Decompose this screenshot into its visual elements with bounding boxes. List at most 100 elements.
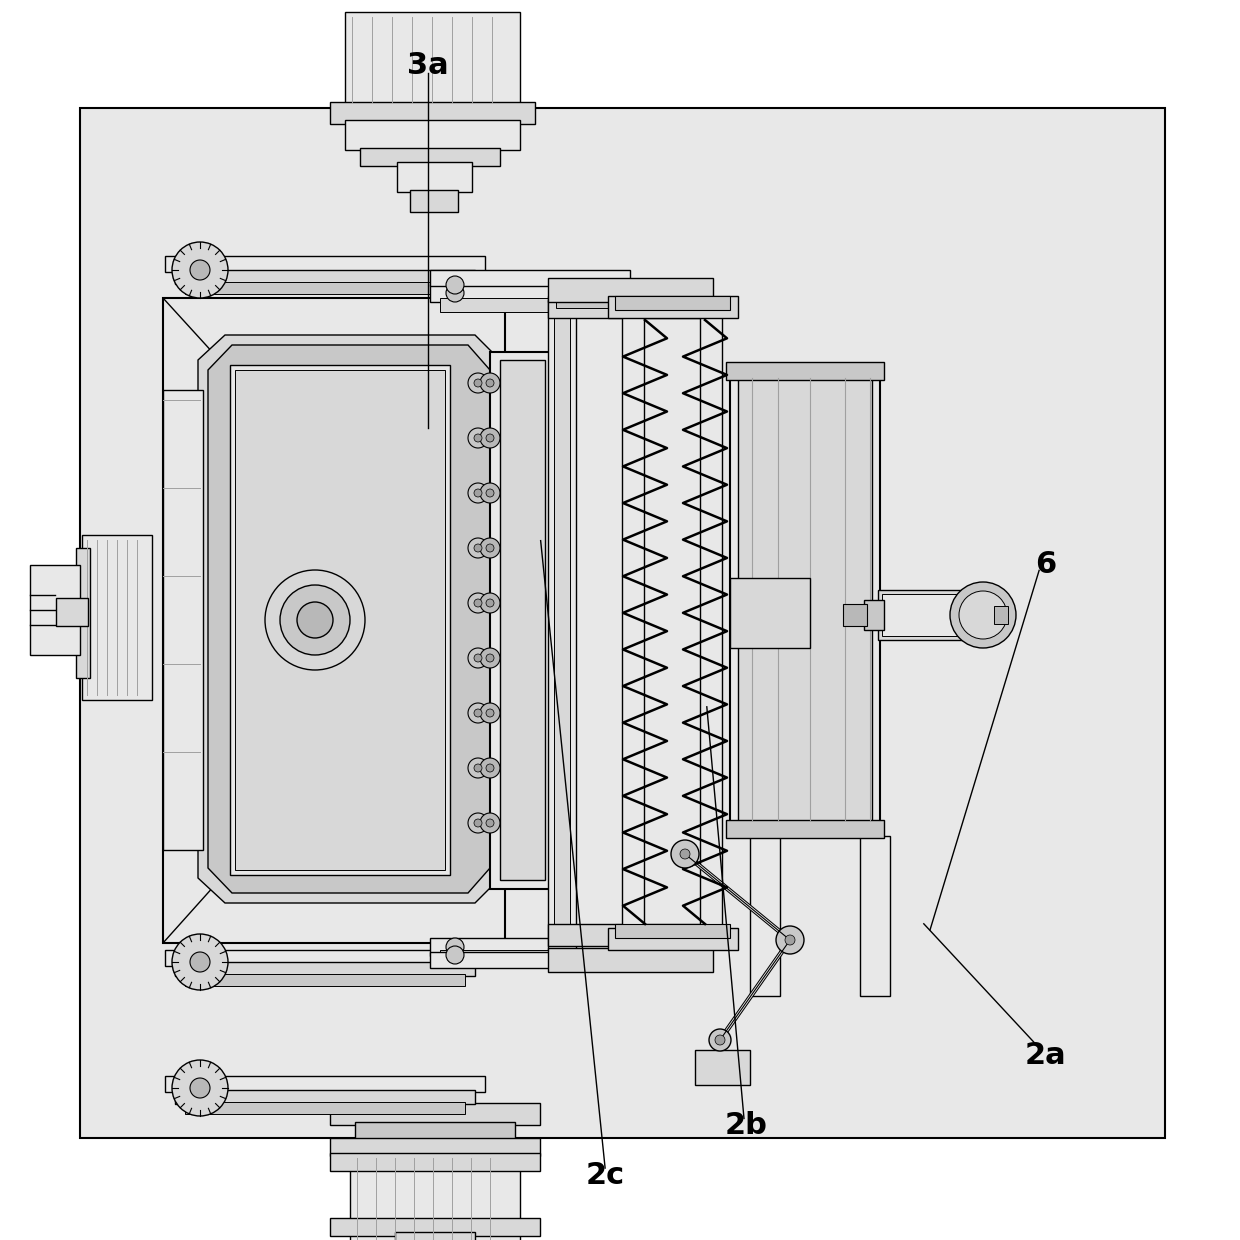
Bar [701, 300, 722, 940]
Circle shape [480, 538, 500, 558]
Bar [81, 108, 1166, 1138]
Bar [608, 296, 738, 317]
Bar [30, 565, 81, 655]
Circle shape [486, 489, 494, 497]
Bar [500, 360, 546, 880]
Circle shape [280, 585, 350, 655]
Circle shape [467, 538, 489, 558]
Bar [548, 300, 577, 950]
Circle shape [467, 428, 489, 448]
Circle shape [486, 709, 494, 717]
Bar [861, 836, 890, 996]
Bar [396, 1233, 475, 1240]
Circle shape [480, 703, 500, 723]
Bar [76, 548, 91, 678]
Circle shape [474, 544, 482, 552]
Circle shape [298, 601, 334, 639]
Circle shape [467, 758, 489, 777]
Circle shape [486, 434, 494, 441]
Polygon shape [208, 345, 490, 893]
Text: 3a: 3a [407, 51, 449, 81]
Circle shape [474, 599, 482, 608]
Circle shape [480, 813, 500, 833]
Bar [615, 296, 730, 310]
Bar [878, 590, 993, 640]
Circle shape [190, 952, 210, 972]
Circle shape [172, 934, 228, 990]
Bar [175, 270, 475, 284]
Circle shape [671, 839, 699, 868]
Bar [556, 298, 706, 308]
Bar [236, 370, 445, 870]
Circle shape [486, 544, 494, 552]
Bar [330, 102, 534, 124]
Text: 2c: 2c [585, 1161, 625, 1190]
Circle shape [190, 1078, 210, 1097]
Polygon shape [198, 335, 500, 903]
Bar [622, 300, 644, 940]
Bar [843, 604, 867, 626]
Bar [175, 962, 475, 976]
Bar [725, 820, 884, 838]
Bar [548, 924, 713, 946]
Circle shape [480, 484, 500, 503]
Bar [175, 1090, 475, 1104]
Circle shape [265, 570, 365, 670]
Circle shape [486, 818, 494, 827]
Circle shape [467, 813, 489, 833]
Circle shape [474, 379, 482, 387]
Bar [554, 306, 570, 944]
Circle shape [446, 937, 464, 956]
Bar [397, 162, 472, 192]
Text: 2a: 2a [1024, 1040, 1066, 1070]
Circle shape [172, 242, 228, 298]
Bar [355, 1122, 515, 1140]
Circle shape [680, 849, 689, 859]
Text: 2b: 2b [725, 1111, 768, 1141]
Bar [330, 1138, 539, 1156]
Bar [430, 937, 630, 956]
Circle shape [446, 946, 464, 963]
Circle shape [467, 703, 489, 723]
Circle shape [486, 653, 494, 662]
Bar [185, 973, 465, 986]
Bar [615, 924, 730, 937]
Bar [229, 365, 450, 875]
Circle shape [486, 599, 494, 608]
Circle shape [480, 428, 500, 448]
Bar [864, 600, 884, 630]
Bar [56, 598, 88, 626]
Bar [165, 1076, 485, 1092]
Circle shape [190, 260, 210, 280]
Bar [730, 578, 810, 649]
Bar [165, 950, 485, 966]
Circle shape [486, 764, 494, 773]
Circle shape [709, 1029, 732, 1052]
Circle shape [474, 489, 482, 497]
Bar [360, 148, 500, 166]
Circle shape [480, 758, 500, 777]
Circle shape [467, 373, 489, 393]
Bar [330, 1218, 539, 1236]
Bar [738, 378, 872, 822]
Circle shape [474, 653, 482, 662]
Bar [410, 190, 458, 212]
Bar [882, 594, 990, 636]
Bar [440, 950, 620, 963]
Bar [162, 298, 505, 942]
Circle shape [715, 1035, 725, 1045]
Bar [185, 1102, 465, 1114]
Circle shape [950, 582, 1016, 649]
Bar [430, 952, 630, 968]
Bar [330, 1153, 539, 1171]
Bar [608, 928, 738, 950]
Circle shape [486, 379, 494, 387]
Bar [440, 298, 620, 312]
Circle shape [467, 484, 489, 503]
Circle shape [172, 1060, 228, 1116]
Bar [330, 1104, 539, 1125]
Bar [548, 949, 713, 972]
Circle shape [474, 434, 482, 441]
Circle shape [480, 373, 500, 393]
Bar [82, 534, 153, 701]
